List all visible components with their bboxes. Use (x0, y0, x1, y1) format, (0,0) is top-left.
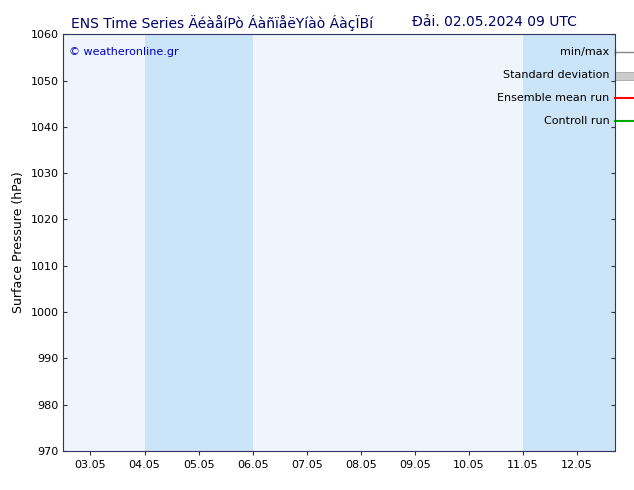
Text: Standard deviation: Standard deviation (503, 70, 609, 80)
Text: Controll run: Controll run (544, 116, 609, 125)
Y-axis label: Surface Pressure (hPa): Surface Pressure (hPa) (12, 172, 25, 314)
Text: Ensemble mean run: Ensemble mean run (497, 93, 609, 102)
Bar (145, 34, 253, 451)
Text: Đải. 02.05.2024 09 UTC: Đải. 02.05.2024 09 UTC (412, 15, 577, 29)
Text: ENS Time Series ÄéàåíPò ÁàñïåëYíàò ÁàçÏBí: ENS Time Series ÄéàåíPò ÁàñïåëYíàò ÁàçÏB… (71, 15, 373, 31)
Text: min/max: min/max (560, 47, 609, 57)
Bar (523, 34, 615, 451)
FancyBboxPatch shape (615, 72, 634, 80)
Text: © weatheronline.gr: © weatheronline.gr (69, 47, 179, 57)
